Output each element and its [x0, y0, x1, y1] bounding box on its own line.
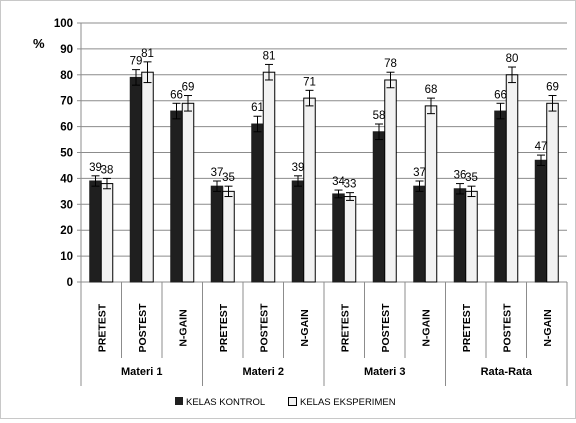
- data-label-kelas-eksperimen-1: 38: [101, 164, 114, 176]
- legend-label-kelas-kontrol: KELAS KONTROL: [186, 397, 265, 408]
- category-label-pretest: PRETEST: [461, 303, 473, 352]
- y-tick-label: 40: [60, 173, 73, 185]
- bar-kelas-eksperimen-5: [262, 71, 276, 283]
- bar-kelas-eksperimen-9: [424, 105, 438, 283]
- bar-kelas-kontrol-10: [453, 188, 467, 283]
- category-label-n-gain: N-GAIN: [542, 309, 554, 346]
- y-tick-label: 10: [60, 251, 73, 263]
- category-label-postest: POSTEST: [501, 303, 513, 353]
- bar-kelas-eksperimen-10: [465, 190, 478, 283]
- category-label-postest: POSTEST: [258, 303, 270, 353]
- bar-kelas-kontrol-4: [210, 185, 224, 283]
- category-label-n-gain: N-GAIN: [420, 309, 432, 346]
- y-tick-label: 0: [67, 277, 73, 289]
- group-label-materi-3: Materi 3: [364, 366, 406, 378]
- bar-kelas-kontrol-12: [534, 159, 548, 283]
- data-label-kelas-eksperimen-11: 80: [506, 53, 519, 65]
- data-label-kelas-kontrol-8: 58: [373, 110, 386, 122]
- legend-swatch-kelas-eksperimen: [288, 397, 297, 406]
- y-tick-label: 90: [60, 44, 73, 56]
- group-label-rata-rata: Rata-Rata: [481, 366, 533, 378]
- data-label-kelas-kontrol-11: 66: [494, 89, 507, 101]
- bar-kelas-eksperimen-1: [100, 183, 114, 283]
- data-label-kelas-eksperimen-6: 71: [303, 76, 316, 88]
- data-label-kelas-kontrol-6: 39: [292, 162, 305, 174]
- y-tick-label: 20: [60, 225, 73, 237]
- data-label-kelas-kontrol-10: 36: [454, 170, 467, 182]
- y-unit-label: %: [33, 36, 45, 51]
- data-label-kelas-kontrol-5: 61: [251, 102, 264, 114]
- bar-kelas-kontrol-6: [291, 180, 305, 283]
- category-label-pretest: PRETEST: [96, 303, 108, 352]
- data-label-kelas-eksperimen-9: 68: [425, 84, 438, 96]
- bar-kelas-eksperimen-2: [141, 71, 154, 283]
- data-label-kelas-eksperimen-3: 69: [182, 82, 195, 94]
- category-label-postest: POSTEST: [380, 303, 392, 353]
- data-label-kelas-eksperimen-7: 33: [344, 179, 357, 191]
- data-label-kelas-kontrol-2: 79: [130, 56, 143, 68]
- bar-kelas-kontrol-1: [89, 180, 102, 283]
- bar-kelas-kontrol-5: [251, 123, 264, 283]
- data-label-kelas-kontrol-9: 37: [413, 167, 426, 179]
- data-label-kelas-eksperimen-8: 78: [384, 58, 397, 70]
- bar-kelas-eksperimen-8: [384, 79, 397, 283]
- bar-kelas-eksperimen-4: [222, 190, 235, 283]
- y-tick-label: 70: [60, 96, 73, 108]
- bar-kelas-eksperimen-3: [181, 102, 195, 283]
- bar-kelas-kontrol-2: [129, 76, 143, 283]
- category-label-postest: POSTEST: [137, 303, 149, 353]
- bar-kelas-eksperimen-11: [505, 74, 519, 283]
- category-label-n-gain: N-GAIN: [177, 309, 189, 346]
- data-label-kelas-eksperimen-2: 81: [141, 48, 154, 60]
- bar-kelas-kontrol-9: [413, 185, 426, 283]
- y-tick-label: 50: [60, 148, 73, 160]
- bar-kelas-eksperimen-6: [303, 97, 316, 283]
- category-label-pretest: PRETEST: [339, 303, 351, 352]
- bar-kelas-kontrol-11: [494, 110, 507, 283]
- data-label-kelas-kontrol-7: 34: [332, 176, 345, 188]
- group-label-materi-2: Materi 2: [242, 366, 284, 378]
- data-label-kelas-eksperimen-12: 69: [546, 82, 559, 94]
- data-label-kelas-eksperimen-4: 35: [222, 172, 235, 184]
- data-label-kelas-kontrol-12: 47: [535, 141, 548, 153]
- legend-swatch-kelas-kontrol: [175, 397, 183, 405]
- y-tick-label: 30: [60, 199, 73, 211]
- data-label-kelas-kontrol-1: 39: [89, 162, 102, 174]
- data-label-kelas-kontrol-3: 66: [170, 89, 183, 101]
- category-label-n-gain: N-GAIN: [299, 309, 311, 346]
- data-label-kelas-kontrol-4: 37: [211, 167, 224, 179]
- y-tick-label: 60: [60, 122, 73, 134]
- data-label-kelas-eksperimen-5: 81: [263, 50, 276, 62]
- group-label-materi-1: Materi 1: [121, 366, 163, 378]
- bar-kelas-kontrol-3: [170, 110, 183, 283]
- bar-kelas-kontrol-8: [372, 131, 386, 283]
- bar-kelas-kontrol-7: [332, 193, 345, 283]
- y-tick-label: 100: [54, 18, 73, 30]
- legend: KELAS KONTROL KELAS EKSPERIMEN: [175, 397, 396, 408]
- y-tick-label: 80: [60, 70, 73, 82]
- data-label-kelas-eksperimen-10: 35: [465, 172, 478, 184]
- legend-label-kelas-eksperimen: KELAS EKSPERIMEN: [300, 397, 396, 408]
- bar-kelas-eksperimen-12: [546, 102, 559, 283]
- bar-kelas-eksperimen-7: [343, 196, 357, 283]
- category-label-pretest: PRETEST: [218, 303, 230, 352]
